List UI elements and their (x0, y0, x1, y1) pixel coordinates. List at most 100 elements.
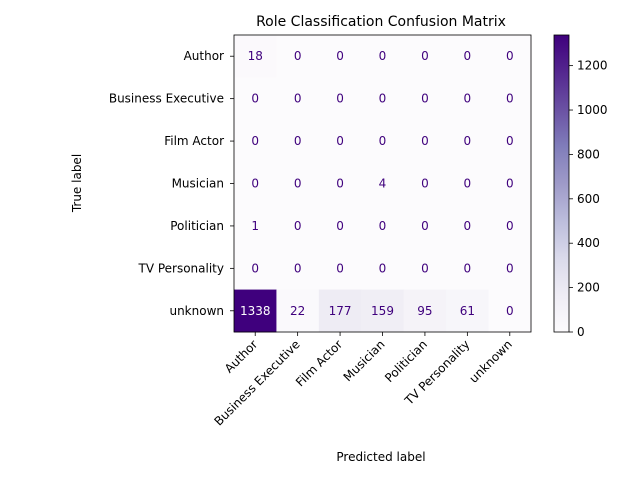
heatmap-cell (276, 35, 320, 78)
cell-value-label: 0 (464, 92, 472, 106)
colorbar-tick-label: 400 (577, 236, 600, 250)
heatmap-cell (488, 289, 532, 333)
heatmap-cell (318, 247, 362, 290)
y-tick-label: TV Personality (137, 261, 224, 275)
cell-value-label: 0 (336, 92, 344, 106)
colorbar-tick-label: 800 (577, 147, 600, 161)
heatmap-cell (403, 204, 447, 248)
heatmap-cell (234, 162, 277, 206)
heatmap-cell (488, 162, 532, 206)
x-tick-label: Film Actor (293, 337, 345, 389)
cell-value-label: 0 (421, 177, 429, 191)
cell-value-label: 159 (371, 304, 394, 318)
cell-value-label: 0 (506, 134, 514, 148)
colorbar-tick-label: 1000 (577, 103, 608, 117)
heatmap-cell (318, 35, 362, 78)
heatmap-cell (361, 289, 405, 333)
cell-value-label: 22 (290, 304, 305, 318)
y-axis-label: True label (70, 154, 84, 213)
heatmap-cell (446, 247, 489, 290)
cell-value-label: 0 (506, 92, 514, 106)
cell-value-label: 0 (251, 177, 259, 191)
colorbar-tick-label: 1200 (577, 59, 608, 73)
heatmap-cell (234, 77, 277, 121)
heatmap-cell (234, 247, 277, 290)
cell-value-label: 0 (421, 219, 429, 233)
heatmap-cell (276, 77, 320, 121)
heatmap-cell (276, 162, 320, 206)
heatmap-cell (361, 162, 405, 206)
cell-value-label: 0 (464, 49, 472, 63)
cell-value-label: 0 (336, 134, 344, 148)
cell-value-label: 95 (417, 304, 432, 318)
heatmap-cell (488, 119, 532, 163)
x-tick-label: unknown (466, 337, 514, 385)
cell-value-label: 18 (248, 49, 263, 63)
colorbar (553, 34, 570, 333)
cell-value-label: 0 (336, 261, 344, 275)
heatmap-cell (318, 162, 362, 206)
heatmap-cell (403, 35, 447, 78)
heatmap-cell (488, 35, 532, 78)
cell-value-label: 0 (294, 92, 302, 106)
heatmap-cell (446, 35, 489, 78)
heatmap-cell (446, 77, 489, 121)
cell-value-label: 0 (294, 134, 302, 148)
heatmap-cell (234, 289, 277, 333)
cell-value-label: 0 (506, 219, 514, 233)
colorbar-tick-label: 600 (577, 192, 600, 206)
y-tick-label: Business Executive (109, 92, 224, 106)
y-tick-label: Politician (170, 219, 224, 233)
cell-value-label: 0 (251, 261, 259, 275)
heatmap-cell (318, 204, 362, 248)
heatmap-cell (234, 204, 277, 248)
heatmap-cell (403, 77, 447, 121)
heatmap-cell (446, 204, 489, 248)
heatmap-cell (234, 119, 277, 163)
y-axis: Author Business Executive Film Actor Musici… (109, 49, 234, 318)
y-tick-label: Film Actor (164, 134, 224, 148)
cell-value-label: 0 (336, 49, 344, 63)
heatmap-cell (488, 77, 532, 121)
cell-value-label: 0 (379, 92, 387, 106)
heatmap-cell (318, 77, 362, 121)
cell-value-label: 0 (379, 134, 387, 148)
heatmap-cell (403, 119, 447, 163)
heatmap-cell (361, 204, 405, 248)
cell-value-label: 0 (506, 261, 514, 275)
cell-value-label: 0 (336, 219, 344, 233)
x-tick-label: Author (222, 337, 261, 376)
cell-value-label: 0 (379, 49, 387, 63)
cell-value-label: 0 (294, 177, 302, 191)
heatmap-cell (446, 119, 489, 163)
y-tick-label: Musician (172, 177, 224, 191)
heatmap-cell (488, 204, 532, 248)
cell-value-label: 177 (329, 304, 352, 318)
cell-value-label: 0 (379, 261, 387, 275)
cell-value-label: 0 (464, 177, 472, 191)
heatmap-cell (361, 247, 405, 290)
cell-value-label: 0 (464, 134, 472, 148)
heatmap-cell (276, 247, 320, 290)
cell-value-label: 0 (421, 49, 429, 63)
x-tick-label: Musician (341, 337, 388, 384)
heatmap-cell (318, 289, 362, 333)
cell-value-label: 0 (379, 219, 387, 233)
heatmap-cell (318, 119, 362, 163)
cell-value-label: 0 (421, 134, 429, 148)
colorbar-axis: 0 200 400 600 800 1000 1200 (569, 59, 608, 339)
heatmap-cell-labels: 18 0 0 0 0 0 0 0 0 0 0 0 0 0 0 0 0 0 0 0 0 0 0 0 4 0 0 0 1 0 0 0 0 0 0 0 0 0 0… (240, 49, 514, 318)
heatmap-cell (446, 162, 489, 206)
cell-value-label: 61 (460, 304, 475, 318)
cell-value-label: 0 (251, 92, 259, 106)
colorbar-tick-label: 0 (577, 325, 585, 339)
cell-value-label: 0 (464, 219, 472, 233)
heatmap-cell (403, 289, 447, 333)
cell-value-label: 1338 (240, 304, 271, 318)
heatmap-cell (361, 35, 405, 78)
heatmap-cell (276, 119, 320, 163)
cell-value-label: 0 (421, 261, 429, 275)
heatmap-cell (234, 35, 277, 78)
heatmap-cell (276, 289, 320, 333)
